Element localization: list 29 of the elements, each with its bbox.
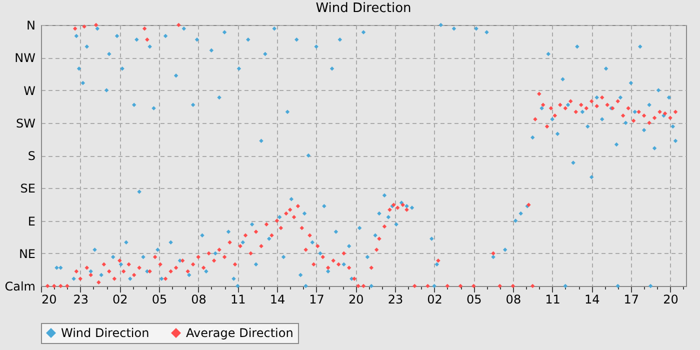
x-tick-label: 11 [545,292,560,306]
x-tick-label: 14 [584,292,600,306]
category-label: SW [16,116,36,130]
category-label: E [28,214,36,228]
x-tick-label: 02 [427,292,442,306]
x-tick-label: 05 [152,292,168,306]
x-tick-label: 17 [309,292,324,306]
x-tick-label: 23 [388,292,404,306]
category-label: NE [18,246,36,261]
x-tick-label: 02 [112,292,128,306]
chart-title: Wind Direction [316,1,412,16]
x-tick-label: 11 [230,292,246,306]
x-tick-label: 17 [624,292,640,306]
x-tick-label: 05 [466,292,482,306]
x-tick-label: 23 [73,292,88,306]
x-tick-label: 20 [663,292,678,306]
x-tick-label: 08 [506,292,522,306]
category-label: S [28,149,36,163]
category-label: NW [14,51,36,66]
x-tick-label: 14 [270,292,286,306]
category-label: SE [20,182,36,196]
category-label: W [24,84,36,98]
legend-label: Wind Direction [61,326,150,340]
x-tick-label: 08 [191,292,206,306]
x-tick-label: 20 [348,292,364,306]
legend-label: Average Direction [186,326,294,340]
x-tick-label: 20 [42,292,57,306]
category-label: Calm [4,280,36,294]
category-label: N [26,18,36,32]
